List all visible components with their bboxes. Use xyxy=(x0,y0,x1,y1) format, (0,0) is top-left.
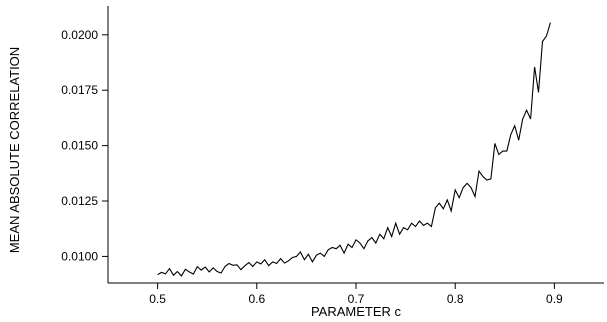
y-tick-label: 0.0150 xyxy=(61,139,98,153)
x-tick-label: 0.8 xyxy=(447,292,464,306)
x-tick-label: 0.7 xyxy=(348,292,365,306)
x-tick-label: 0.9 xyxy=(546,292,563,306)
y-axis-title: MEAN ABSOLUTE CORRELATION xyxy=(7,47,22,253)
y-tick-label: 0.0200 xyxy=(61,28,98,42)
series-line xyxy=(157,22,551,277)
y-tick-label: 0.0175 xyxy=(61,83,98,97)
x-tick-label: 0.6 xyxy=(248,292,265,306)
x-axis-title: PARAMETER c xyxy=(311,304,402,319)
y-tick-label: 0.0100 xyxy=(61,249,98,263)
plot-area xyxy=(107,6,604,284)
x-ticks: 0.5 0.6 0.7 0.8 0.9 xyxy=(149,283,563,306)
x-tick-label: 0.5 xyxy=(149,292,166,306)
y-tick-label: 0.0125 xyxy=(61,194,98,208)
y-ticks: 0.0100 0.0125 0.0150 0.0175 0.0200 xyxy=(61,28,108,263)
